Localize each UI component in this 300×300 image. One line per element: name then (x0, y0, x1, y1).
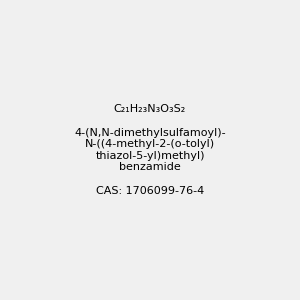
Text: C₂₁H₂₃N₃O₃S₂

4-(N,N-dimethylsulfamoyl)-
N-((4-methyl-2-(o-tolyl)
thiazol-5-yl)m: C₂₁H₂₃N₃O₃S₂ 4-(N,N-dimethylsulfamoyl)- … (74, 104, 226, 196)
